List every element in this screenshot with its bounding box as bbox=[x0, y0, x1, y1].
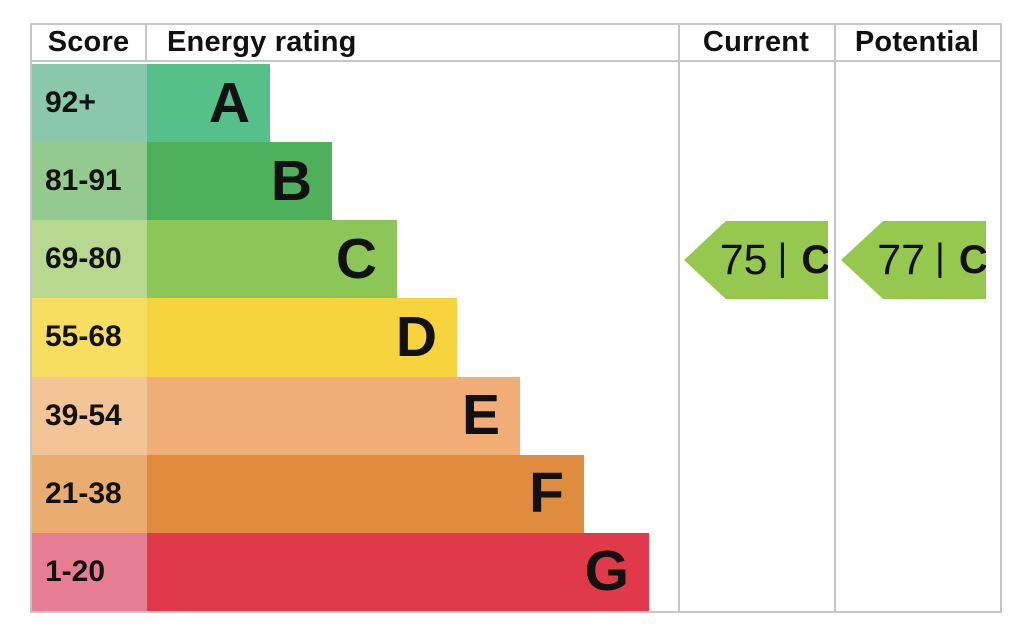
score-range-a: 92+ bbox=[32, 64, 147, 143]
score-range-e: 39-54 bbox=[32, 376, 147, 455]
header-score-divider bbox=[145, 25, 147, 62]
header-energy-rating: Energy rating bbox=[167, 26, 357, 58]
potential-rating-band: C bbox=[958, 237, 988, 282]
score-range-b: 81-91 bbox=[32, 142, 147, 221]
band-row-a: 92+ A bbox=[32, 64, 1000, 143]
band-bar-a: A bbox=[147, 64, 270, 143]
chart-header: Score Energy rating Current Potential bbox=[32, 25, 1000, 62]
current-rating-separator: | bbox=[777, 236, 788, 279]
potential-rating-value: 77 bbox=[877, 235, 926, 284]
band-rows: 92+ A 81-91 B 69-80 C 55-68 D 39-54 E 21… bbox=[32, 64, 1000, 611]
band-row-f: 21-38 F bbox=[32, 454, 1000, 533]
score-range-g: 1-20 bbox=[32, 532, 147, 611]
band-bar-f: F bbox=[147, 454, 584, 533]
band-row-d: 55-68 D bbox=[32, 298, 1000, 377]
band-row-b: 81-91 B bbox=[32, 142, 1000, 221]
current-rating-value: 75 bbox=[719, 235, 768, 284]
epc-rating-chart: Score Energy rating Current Potential 92… bbox=[30, 23, 1002, 613]
band-bar-e: E bbox=[147, 376, 520, 455]
current-column-divider bbox=[678, 25, 680, 611]
current-rating-band: C bbox=[801, 237, 831, 282]
header-score: Score bbox=[47, 26, 130, 58]
score-range-c: 69-80 bbox=[32, 220, 147, 299]
band-bar-g: G bbox=[147, 532, 649, 611]
band-bar-d: D bbox=[147, 298, 457, 377]
band-row-e: 39-54 E bbox=[32, 376, 1000, 455]
band-row-g: 1-20 G bbox=[32, 532, 1000, 611]
header-current: Current bbox=[702, 26, 810, 58]
potential-column-divider bbox=[834, 25, 836, 611]
band-bar-b: B bbox=[147, 142, 332, 221]
score-range-f: 21-38 bbox=[32, 454, 147, 533]
band-row-c: 69-80 C bbox=[32, 220, 1000, 299]
potential-rating-separator: | bbox=[935, 236, 945, 279]
header-potential: Potential bbox=[854, 26, 980, 58]
band-bar-c: C bbox=[147, 220, 397, 299]
score-range-d: 55-68 bbox=[32, 298, 147, 377]
